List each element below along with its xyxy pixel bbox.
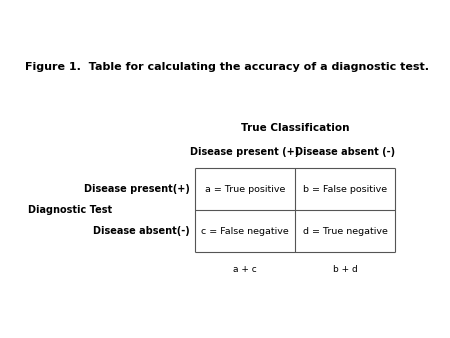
- Text: Disease present (+): Disease present (+): [190, 147, 300, 157]
- Text: Diagnostic Test: Diagnostic Test: [28, 205, 112, 215]
- Text: Figure 1.  Table for calculating the accuracy of a diagnostic test.: Figure 1. Table for calculating the accu…: [25, 62, 429, 72]
- Text: c = False negative: c = False negative: [201, 226, 289, 236]
- Text: Disease absent (-): Disease absent (-): [295, 147, 395, 157]
- Text: d = True negative: d = True negative: [302, 226, 387, 236]
- Text: Disease absent(-): Disease absent(-): [93, 226, 190, 236]
- Text: a = True positive: a = True positive: [205, 185, 285, 193]
- Text: a + c: a + c: [233, 266, 257, 274]
- Text: b = False positive: b = False positive: [303, 185, 387, 193]
- Text: True Classification: True Classification: [241, 123, 349, 133]
- Text: b + d: b + d: [333, 266, 357, 274]
- Text: Disease present(+): Disease present(+): [84, 184, 190, 194]
